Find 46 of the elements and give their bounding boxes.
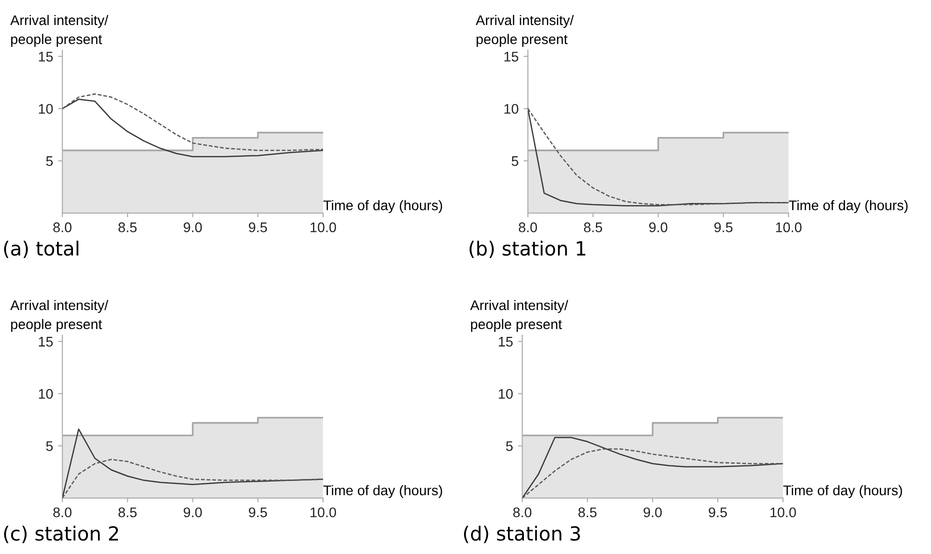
x-tick-label: 10.0: [310, 507, 336, 518]
y-tick-label: 5: [512, 156, 518, 166]
x-axis-title: Time of day (hours): [788, 200, 908, 214]
x-axis-title: Time of day (hours): [323, 200, 442, 214]
y-tick-label: 5: [506, 441, 513, 452]
x-tick-label: 9.5: [248, 507, 267, 518]
x-tick-label: 8.5: [118, 222, 137, 232]
y-axis-title: Arrival intensity/ people present: [10, 300, 108, 332]
x-axis-title: Time of day (hours): [323, 485, 442, 498]
line-series: [62, 93, 324, 151]
text: (d) station 3: [464, 526, 580, 544]
x-tick-label: 10.0: [310, 222, 336, 232]
y-tick-label: 15: [38, 336, 53, 347]
x-tick-label: 9.0: [184, 507, 202, 518]
y-tick-label: 10: [498, 388, 513, 399]
y-tick-label: 15: [504, 52, 518, 62]
x-tick-label: 8.0: [513, 507, 532, 518]
y-tick-label: 15: [498, 336, 513, 347]
x-tick-label: 9.0: [184, 222, 202, 232]
x-tick-label: 8.0: [518, 222, 537, 232]
x-tick-label: 10.0: [776, 222, 802, 232]
y-tick-label: 5: [46, 441, 53, 452]
x-tick-label: 9.5: [708, 507, 727, 518]
x-tick-label: 8.5: [584, 222, 602, 232]
x-tick-label: 8.0: [53, 222, 72, 232]
x-tick-label: 8.5: [578, 507, 597, 518]
y-axis-title: Arrival intensity/ people present: [476, 14, 574, 47]
x-tick-label: 9.5: [714, 222, 732, 232]
y-tick-label: 10: [504, 104, 518, 114]
y-tick-label: 10: [38, 104, 53, 114]
y-tick-label: 10: [38, 388, 53, 399]
x-tick-label: 9.0: [649, 222, 668, 232]
x-tick-label: 9.5: [248, 222, 267, 232]
x-axis-title: Time of day (hours): [783, 485, 902, 498]
x-tick-label: 8.5: [118, 507, 137, 518]
text: (c) station 2: [4, 526, 118, 544]
line-series: [62, 98, 324, 158]
x-tick-label: 8.0: [53, 507, 72, 518]
text: (b) station 1: [470, 240, 586, 258]
y-tick-label: 5: [46, 156, 53, 166]
x-tick-label: 9.0: [644, 507, 662, 518]
y-axis-title: Arrival intensity/ people present: [10, 14, 108, 47]
y-tick-label: 15: [38, 52, 53, 62]
y-axis-title: Arrival intensity/ people present: [470, 300, 568, 332]
text: (a) total: [4, 240, 78, 258]
x-tick-label: 10.0: [770, 507, 796, 518]
